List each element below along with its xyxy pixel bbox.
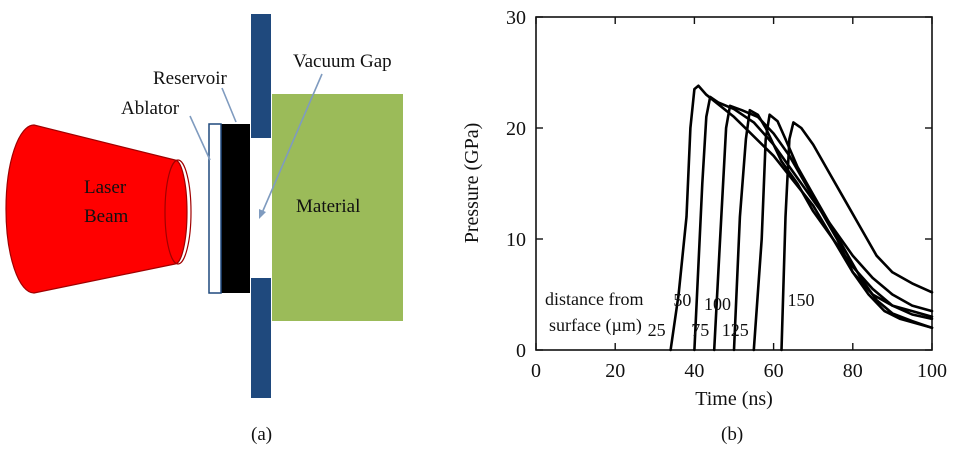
y-tick-label: 10 <box>506 229 526 251</box>
ablator-layer <box>208 123 222 294</box>
x-tick-label: 80 <box>843 360 863 382</box>
series-label-125: 125 <box>722 320 749 340</box>
panel-a-caption: (a) <box>251 424 272 445</box>
curve-125 <box>752 113 934 352</box>
x-tick-label: 0 <box>531 360 541 382</box>
y-tick-label: 20 <box>506 118 526 140</box>
material-label: Material <box>296 196 360 217</box>
y-tick-label: 30 <box>506 7 526 29</box>
panel-b-caption: (b) <box>721 424 743 445</box>
series-label-75: 75 <box>691 320 709 340</box>
reservoir-pointer <box>221 87 237 123</box>
series-label-100: 100 <box>704 294 731 314</box>
annotation-distance-line2: surface (µm) <box>549 315 642 336</box>
laser-beam-exit-face <box>164 159 192 265</box>
curve-100 <box>732 108 934 352</box>
x-tick-label: 100 <box>917 360 947 382</box>
reservoir-label: Reservoir <box>153 68 228 89</box>
vacuum-gap-pointer <box>261 73 323 214</box>
curve-75 <box>712 104 934 352</box>
laser-label-line1: Laser <box>84 177 127 198</box>
material-block <box>272 94 403 321</box>
x-axis-label: Time (ns) <box>695 388 773 410</box>
vacuum-gap-arrowhead <box>259 209 266 219</box>
ablator-label: Ablator <box>121 98 180 119</box>
series-label-50: 50 <box>673 290 691 310</box>
y-tick-label: 0 <box>516 340 526 362</box>
vacuum-gap <box>251 138 271 278</box>
curve-150 <box>780 121 934 352</box>
vacuum-gap-label: Vacuum Gap <box>293 51 392 72</box>
curve-25 <box>669 84 934 352</box>
curve-50 <box>693 95 934 352</box>
axis-tick-labels: 0 20 40 60 80 100 0 10 20 30 <box>506 7 947 382</box>
laser-label-line2: Beam <box>84 206 129 227</box>
pressure-curves <box>669 84 934 352</box>
ablator-pointer <box>189 115 211 161</box>
panel-a-diagram: Reservoir Vacuum Gap Ablator Laser Beam … <box>5 14 403 445</box>
y-axis-label: Pressure (GPa) <box>461 123 483 244</box>
x-tick-label: 60 <box>764 360 784 382</box>
x-tick-label: 20 <box>605 360 625 382</box>
reservoir-block <box>221 124 250 293</box>
series-label-25: 25 <box>648 320 666 340</box>
x-tick-label: 40 <box>684 360 704 382</box>
series-label-150: 150 <box>788 290 815 310</box>
laser-beam <box>5 124 188 294</box>
annotation-distance-line1: distance from <box>545 289 643 309</box>
axis-ticks <box>535 16 933 351</box>
